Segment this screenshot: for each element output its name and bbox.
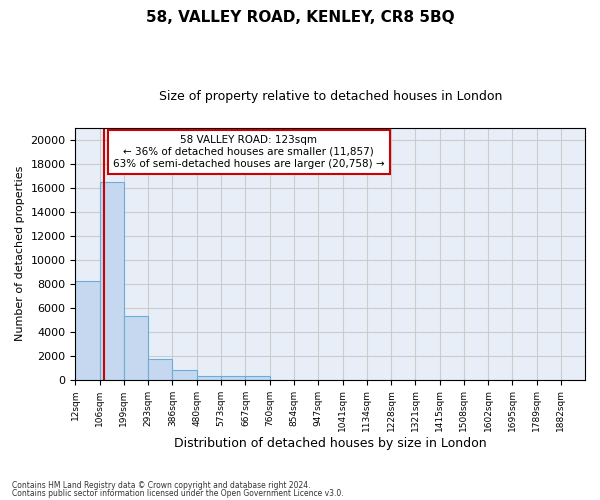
X-axis label: Distribution of detached houses by size in London: Distribution of detached houses by size … [174,437,487,450]
Bar [221,376,245,380]
Bar [172,370,197,380]
Y-axis label: Number of detached properties: Number of detached properties [15,166,25,342]
Text: Contains public sector information licensed under the Open Government Licence v3: Contains public sector information licen… [12,488,344,498]
Text: 58, VALLEY ROAD, KENLEY, CR8 5BQ: 58, VALLEY ROAD, KENLEY, CR8 5BQ [146,10,454,25]
Text: Contains HM Land Registry data © Crown copyright and database right 2024.: Contains HM Land Registry data © Crown c… [12,481,311,490]
Text: 58 VALLEY ROAD: 123sqm
← 36% of detached houses are smaller (11,857)
63% of semi: 58 VALLEY ROAD: 123sqm ← 36% of detached… [113,136,385,168]
Bar [197,376,221,380]
Bar [245,376,269,380]
Bar [148,358,172,380]
Bar [100,182,124,380]
Bar [76,282,100,380]
Bar [124,316,148,380]
Title: Size of property relative to detached houses in London: Size of property relative to detached ho… [158,90,502,103]
